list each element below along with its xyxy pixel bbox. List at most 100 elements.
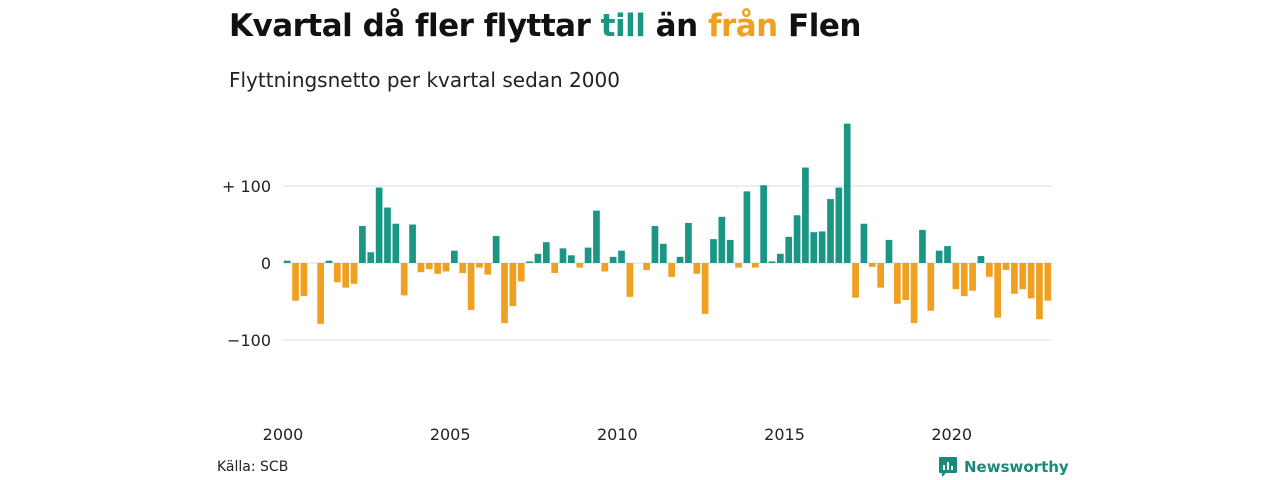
bar <box>1027 263 1035 299</box>
bar <box>526 261 533 263</box>
x-tick-label: 2015 <box>764 425 805 444</box>
bar <box>760 185 767 263</box>
bar <box>325 260 333 263</box>
bar <box>726 239 734 263</box>
bar <box>593 210 600 263</box>
bar <box>317 263 324 324</box>
y-tick-label: 0 <box>261 254 271 273</box>
bar <box>668 263 676 277</box>
newsworthy-logo-icon <box>939 457 957 477</box>
x-tick-label: 2020 <box>931 425 972 444</box>
bar <box>751 263 759 268</box>
bar <box>710 239 717 263</box>
bar <box>785 236 793 263</box>
bar <box>492 236 500 263</box>
bar <box>777 253 784 263</box>
bar <box>643 263 650 270</box>
bar <box>476 263 483 268</box>
bar <box>300 263 308 297</box>
bar <box>559 248 567 263</box>
bar <box>534 253 542 263</box>
bar <box>1002 263 1010 270</box>
bar <box>894 263 901 304</box>
bar <box>501 263 508 324</box>
bar <box>459 263 467 274</box>
bar <box>283 260 291 263</box>
bar <box>743 191 751 263</box>
bar <box>802 167 809 263</box>
bar <box>1019 263 1027 290</box>
bar-chart: + 100 0 −100 2000 2005 2010 2015 2020 <box>222 123 1052 444</box>
bar <box>542 242 550 263</box>
bar <box>735 263 742 268</box>
bar <box>409 224 416 263</box>
title-middle: än <box>645 8 708 44</box>
bar <box>1044 263 1052 301</box>
title-prefix: Kvartal då fler flyttar <box>229 8 601 44</box>
bar <box>944 246 951 263</box>
bar <box>860 223 868 263</box>
y-tick-label: + 100 <box>222 177 271 196</box>
bar <box>367 252 375 263</box>
bar <box>350 263 358 284</box>
source-note: Källa: SCB <box>217 459 289 475</box>
x-tick-label: 2010 <box>597 425 638 444</box>
bar <box>626 263 634 297</box>
bar <box>509 263 517 307</box>
bar <box>810 232 818 263</box>
bar <box>392 223 400 263</box>
bar <box>484 263 492 275</box>
y-tick-label: −100 <box>227 331 271 350</box>
bar <box>793 215 801 263</box>
bar <box>701 263 709 314</box>
bar <box>551 263 558 274</box>
title-suffix: Flen <box>777 8 861 44</box>
bar <box>877 263 884 288</box>
bar <box>417 263 425 273</box>
bar <box>451 250 458 263</box>
bar <box>977 256 985 263</box>
bar <box>676 256 684 263</box>
bar <box>902 263 910 300</box>
bar <box>333 263 341 283</box>
bar <box>818 231 826 263</box>
bar <box>292 263 299 301</box>
bar <box>1036 263 1043 320</box>
bar <box>952 263 960 290</box>
bar <box>835 187 843 263</box>
bar <box>434 263 441 274</box>
x-tick-label: 2005 <box>430 425 471 444</box>
bar <box>359 226 366 263</box>
title-fran: från <box>707 8 778 44</box>
bar <box>827 199 834 263</box>
bar <box>609 256 617 263</box>
bar <box>868 263 876 267</box>
bar <box>651 226 659 263</box>
bar <box>425 263 433 270</box>
bar <box>618 250 625 263</box>
bar <box>985 263 993 277</box>
chart-title: Kvartal då fler flyttar till än från Fle… <box>229 8 861 44</box>
x-tick-label: 2000 <box>263 425 304 444</box>
bar <box>576 263 584 268</box>
bar <box>685 222 692 263</box>
bar <box>568 255 575 263</box>
bar <box>960 263 968 297</box>
bar <box>919 229 926 263</box>
brand-logo: Newsworthy <box>938 456 1069 478</box>
bar <box>467 263 475 310</box>
bar <box>517 263 525 282</box>
title-till: till <box>600 8 646 44</box>
bar <box>718 216 726 263</box>
bar <box>442 263 450 272</box>
bar <box>885 239 893 263</box>
bar <box>342 263 350 288</box>
bar <box>384 207 391 263</box>
bar <box>768 261 776 263</box>
bar <box>375 187 383 263</box>
bar <box>1011 263 1018 294</box>
bar <box>927 263 935 311</box>
bar <box>843 123 851 263</box>
bar <box>994 263 1002 318</box>
bar <box>584 247 592 263</box>
